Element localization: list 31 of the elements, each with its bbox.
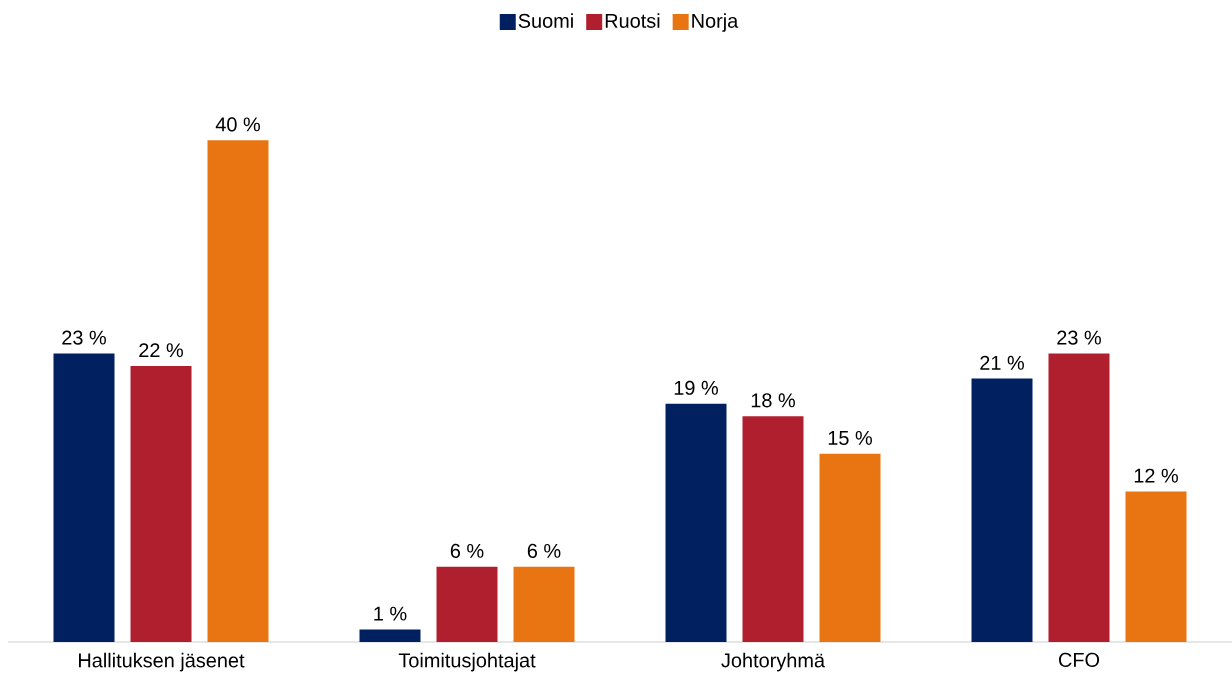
bar [742,416,804,642]
data-label: 1 % [374,606,407,621]
data-label: 19 % [674,380,718,395]
data-label: 6 % [450,543,484,558]
x-tick-label: Johtoryhmä [721,652,826,672]
bar [207,140,269,642]
bar [971,378,1033,642]
bar [359,629,421,642]
data-label: 18 % [751,393,795,408]
bar [513,566,575,642]
data-label: 23 % [1057,330,1101,345]
data-label: 40 % [215,117,260,132]
legend-label: Norja [692,13,739,32]
bar [53,353,115,642]
legend-label: Ruotsi [605,13,660,28]
bar [665,403,727,642]
bar [1125,491,1187,642]
x-tick-label: Hallituksen jäsenet [79,652,245,672]
data-label: 15 % [828,431,872,446]
data-label: 21 % [980,355,1024,370]
x-tick-label: Toimitusjohtajat [398,652,536,672]
data-label: 23 % [62,330,106,345]
bar [819,453,881,642]
bar [130,366,192,642]
data-label: 22 % [139,343,183,358]
bar [1048,353,1110,642]
data-label: 6 % [527,543,561,558]
legend-label: Suomi [518,13,573,28]
x-tick-label: CFO [1058,652,1100,667]
bar [436,566,498,642]
data-label: 12 % [1134,468,1178,483]
